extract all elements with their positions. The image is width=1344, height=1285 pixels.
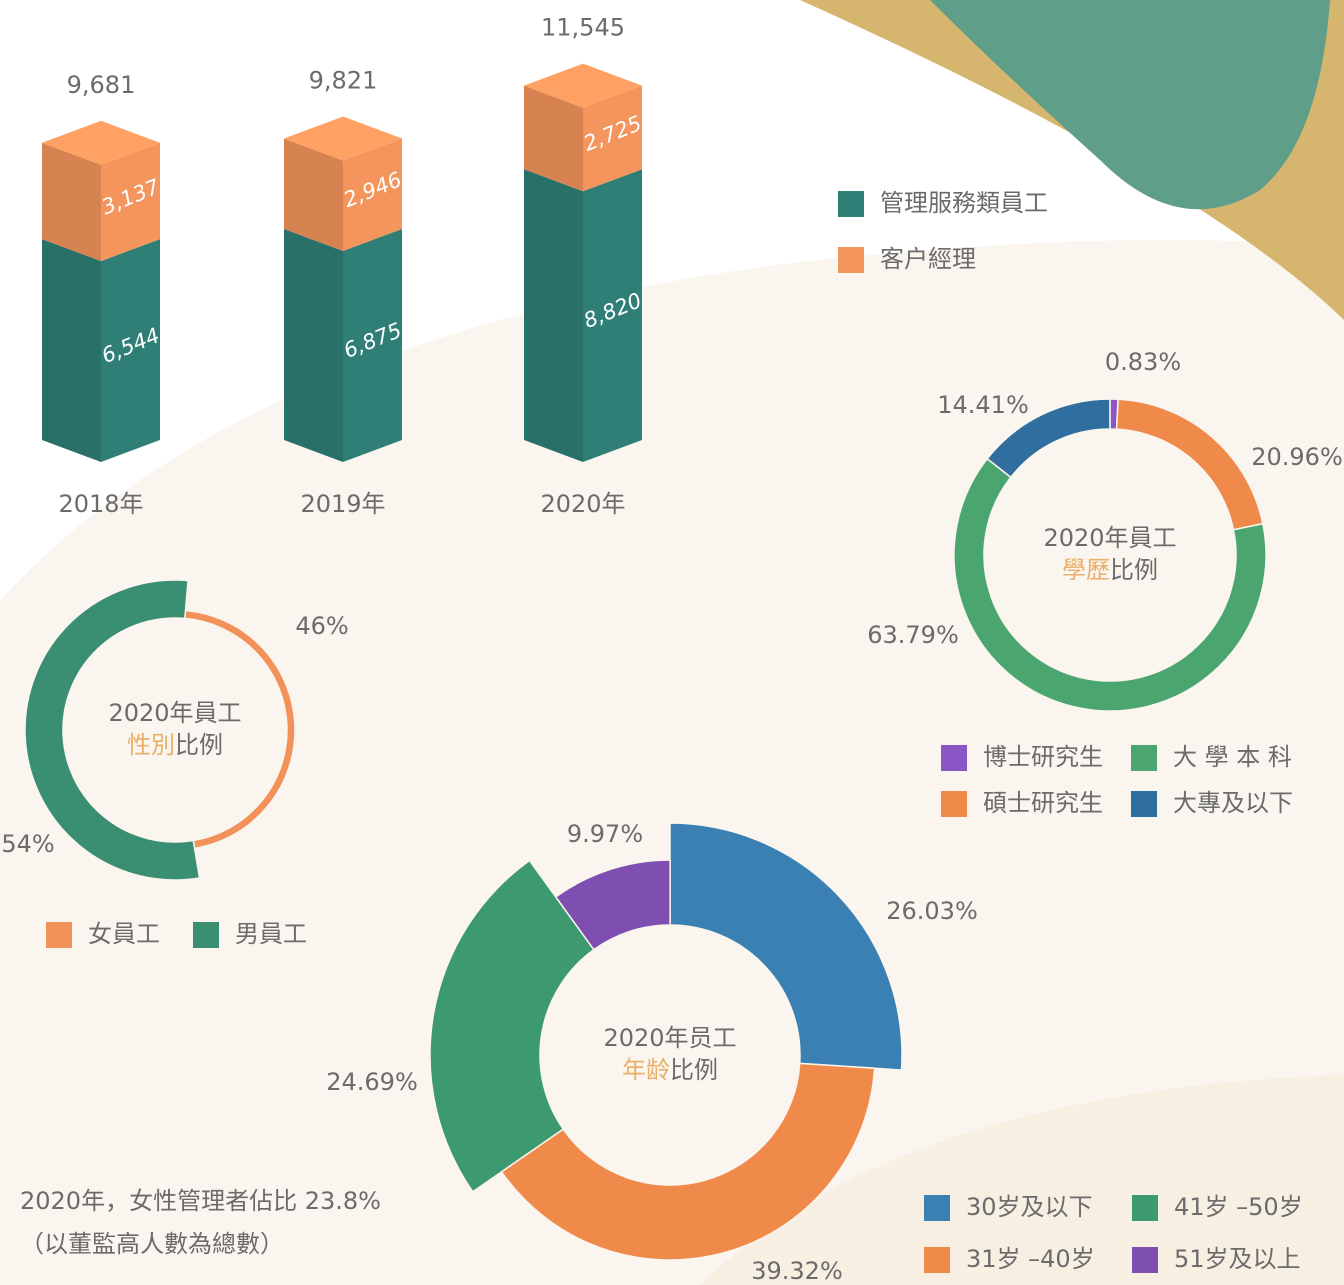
center-title: 2020年員工 — [1043, 524, 1176, 552]
center-rest: 比例 — [670, 1056, 718, 1084]
bar-right-face — [101, 142, 160, 262]
background-curve — [0, 239, 1344, 1285]
value-label: 63.79% — [867, 621, 959, 649]
value-label: 39.32% — [751, 1257, 843, 1285]
total-label: 9,681 — [67, 71, 136, 99]
bar-right-face — [343, 138, 402, 251]
legend-label: 51岁及以上 — [1174, 1245, 1301, 1273]
value-label: 46% — [295, 612, 348, 640]
legend-swatch — [941, 745, 967, 771]
center-highlight: 學歷 — [1062, 556, 1110, 584]
bar-left-face — [524, 169, 583, 462]
donut-segment — [669, 822, 903, 1071]
legend-label: 管理服務類員工 — [880, 189, 1048, 217]
bar-left-face — [42, 142, 101, 262]
legend-swatch — [924, 1195, 950, 1221]
legend-label: 大專及以下 — [1173, 789, 1293, 817]
legend-swatch — [1131, 745, 1157, 771]
x-tick-label: 2018年 — [58, 490, 143, 518]
donut-segment — [953, 457, 1267, 712]
legend-label: 31岁 –40岁 — [966, 1245, 1095, 1273]
legend-swatch — [941, 791, 967, 817]
center-subtitle: 學歷比例 — [1062, 556, 1158, 584]
total-label: 11,545 — [541, 14, 625, 42]
legend-swatch — [1132, 1247, 1158, 1273]
center-title: 2020年员工 — [603, 1024, 736, 1052]
bar-right-face — [343, 228, 402, 462]
note: 2020年，女性管理者佔比 23.8% — [20, 1187, 381, 1215]
bar-left-face — [284, 228, 343, 462]
legend-swatch — [193, 922, 219, 948]
center-highlight: 性別 — [127, 731, 175, 759]
value-label: 54% — [1, 830, 54, 858]
bar-right-face — [583, 169, 642, 462]
donut-segment — [554, 859, 671, 951]
background-curve — [700, 1075, 1344, 1285]
value-label: 9.97% — [567, 820, 643, 848]
note: （以董監高人數為總數） — [20, 1230, 284, 1258]
decor-teal — [930, 0, 1330, 210]
legend-label: 碩士研究生 — [983, 789, 1103, 817]
legend-swatch — [838, 191, 864, 217]
bar-right-face — [583, 85, 642, 192]
legend-label: 男員工 — [235, 920, 307, 948]
legend-swatch — [46, 922, 72, 948]
bar-right-face — [101, 239, 160, 462]
legend-label: 博士研究生 — [983, 743, 1103, 771]
legend-label: 41岁 –50岁 — [1174, 1193, 1303, 1221]
legend-label: 30岁及以下 — [966, 1193, 1093, 1221]
bar-left-face — [524, 85, 583, 192]
legend-label: 大 學 本 科 — [1173, 743, 1292, 771]
center-highlight: 年龄 — [622, 1056, 670, 1084]
value-label: 0.83% — [1105, 348, 1181, 376]
center-subtitle: 性別比例 — [127, 731, 223, 759]
x-tick-label: 2020年 — [540, 490, 625, 518]
donut-segment — [500, 1062, 876, 1261]
center-rest: 比例 — [175, 731, 223, 759]
legend-label: 客户經理 — [880, 245, 976, 273]
center-rest: 比例 — [1110, 556, 1158, 584]
legend-swatch — [1131, 791, 1157, 817]
legend-label: 女員工 — [88, 920, 160, 948]
bar-left-face — [42, 239, 101, 462]
value-label: 24.69% — [326, 1068, 418, 1096]
center-subtitle: 年龄比例 — [622, 1056, 718, 1084]
total-label: 9,821 — [309, 66, 378, 94]
legend-swatch — [838, 247, 864, 273]
donut-segment — [24, 579, 201, 881]
legend-swatch — [1132, 1195, 1158, 1221]
bar-left-face — [284, 138, 343, 251]
center-title: 2020年員工 — [108, 699, 241, 727]
donut-segment — [986, 398, 1111, 479]
value-label: 20.96% — [1251, 443, 1343, 471]
bar-top — [284, 116, 402, 161]
value-label: 14.41% — [937, 391, 1029, 419]
legend-swatch — [924, 1247, 950, 1273]
x-tick-label: 2019年 — [300, 490, 385, 518]
bar-top — [524, 63, 642, 108]
bar-top — [42, 120, 160, 165]
value-label: 26.03% — [886, 897, 978, 925]
donut-segment — [429, 859, 595, 1193]
